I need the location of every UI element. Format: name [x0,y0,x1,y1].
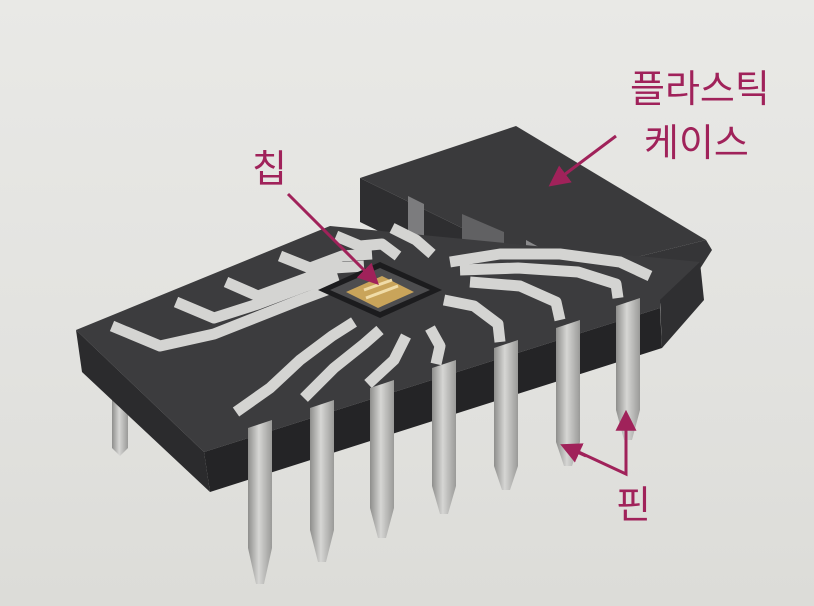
front-pins [248,298,640,584]
pin [248,420,272,584]
pin [616,298,640,440]
chip-label: 칩 [252,147,287,191]
trace [232,317,357,417]
trace [442,294,506,343]
pin [556,320,580,466]
trace [333,230,402,261]
pin [432,360,456,514]
case-rear-top [360,126,706,276]
annotation-arrows [286,134,637,477]
pin [310,400,334,562]
trace [449,248,653,281]
plastic-case-label-line2: 케이스 [644,121,749,165]
pin [370,380,394,538]
arrow-icon [286,192,379,285]
trace [469,276,566,322]
trace [223,260,365,302]
arrow-icon [560,443,587,463]
trace [173,270,340,324]
trace [459,262,624,299]
pin-bracket [569,426,628,477]
trace [425,325,446,366]
trace [277,248,373,274]
case-back-right [660,262,704,348]
case-front-face [76,330,210,492]
pin-label: 핀 [616,483,651,527]
arrow-icon [548,134,617,187]
trace [389,223,436,259]
trace [300,325,384,402]
plastic-case-label-line1: 플라스틱 [630,67,770,111]
lead-frame-traces [109,223,653,417]
pin [494,340,518,490]
trace [364,333,411,389]
chip-die [318,262,442,318]
